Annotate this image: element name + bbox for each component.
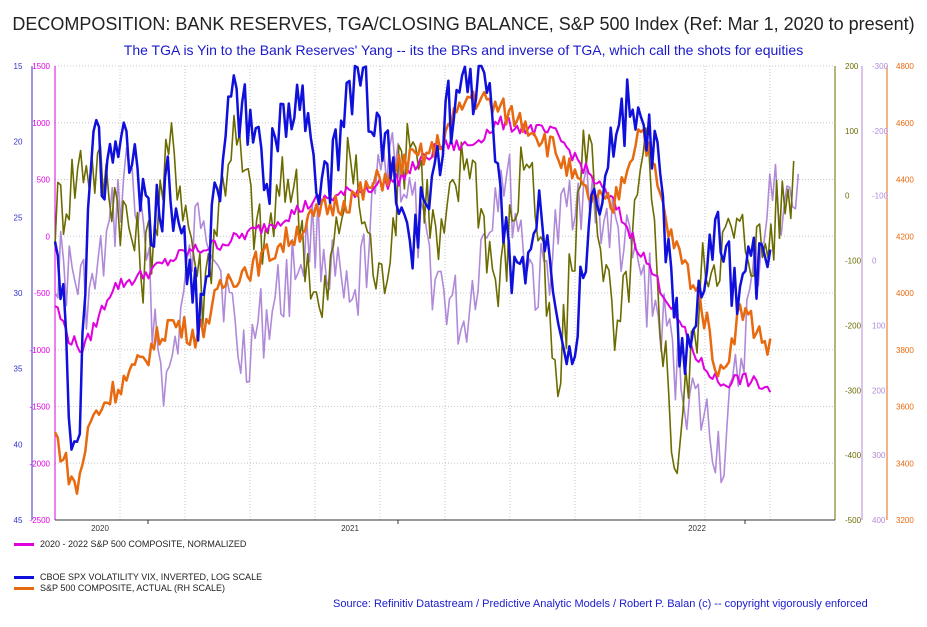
series-lines [53, 64, 800, 495]
y-tick-label: 40 [14, 440, 23, 449]
y-tick-label: -100 [872, 192, 889, 201]
y-tick-label: -1500 [30, 403, 51, 412]
y-tick-label: 100 [845, 127, 859, 136]
y-tick-label: -2500 [30, 516, 51, 525]
y-tick-label: -300 [845, 386, 862, 395]
x-tick-label: 2021 [341, 524, 359, 533]
y-tick-label: -2000 [30, 459, 51, 468]
chart-subtitle: The TGA is Yin to the Bank Reserves' Yan… [123, 42, 804, 58]
y-tick-label: 4800 [896, 62, 914, 71]
y-tick-label: 1500 [32, 62, 50, 71]
y-tick-label: 4400 [896, 176, 914, 185]
y-tick-label: 15 [14, 62, 23, 71]
y-tick-label: 0 [872, 257, 877, 266]
legend-label: S&P 500 COMPOSITE, ACTUAL (RH SCALE) [40, 583, 226, 593]
chart-title: DECOMPOSITION: BANK RESERVES, TGA/CLOSIN… [12, 14, 915, 34]
legend-item-spx-normalized: 2020 - 2022 S&P 500 COMPOSITE, NORMALIZE… [14, 539, 246, 549]
y-tick-label: 4000 [896, 289, 914, 298]
y-tick-label: -200 [845, 321, 862, 330]
y-tick-label: -500 [845, 516, 862, 525]
y-tick-label: -500 [34, 289, 51, 298]
legend-item-vix: CBOE SPX VOLATILITY VIX, INVERTED, LOG S… [14, 572, 262, 582]
y-tick-label: 200 [872, 386, 886, 395]
source-note: Source: Refinitiv Datastream / Predictiv… [333, 598, 868, 610]
y-tick-label: 25 [14, 213, 23, 222]
legend-swatch [14, 542, 34, 546]
legend-label: CBOE SPX VOLATILITY VIX, INVERTED, LOG S… [40, 572, 263, 582]
series-line [54, 114, 795, 475]
y-tick-label: -400 [845, 451, 862, 460]
y-tick-label: 3600 [896, 403, 914, 412]
x-tick-label: 2022 [688, 524, 706, 533]
y-tick-label: 0 [46, 232, 51, 241]
y-tick-label: 4600 [896, 119, 914, 128]
legend-label: 2020 - 2022 S&P 500 COMPOSITE, NORMALIZE… [40, 539, 247, 549]
x-tick-label: 2020 [91, 524, 109, 533]
legend-item-spx-actual: S&P 500 COMPOSITE, ACTUAL (RH SCALE) [14, 583, 225, 593]
series-line [54, 115, 772, 393]
y-tick-label: -100 [845, 257, 862, 266]
y-tick-label: 400 [872, 516, 886, 525]
y-tick-label: 1000 [32, 119, 50, 128]
y-tick-label: -200 [872, 127, 889, 136]
y-tick-label: 3800 [896, 346, 914, 355]
y-tick-label: 300 [872, 451, 886, 460]
y-tick-label: 500 [37, 176, 51, 185]
y-tick-label: 30 [14, 289, 23, 298]
series-line [53, 64, 772, 451]
y-tick-label: 0 [845, 192, 850, 201]
y-tick-label: 3200 [896, 516, 914, 525]
axis-ticks: 15202530354045150010005000-500-1000-1500… [14, 62, 915, 533]
y-tick-label: -300 [872, 62, 889, 71]
y-tick-label: 100 [872, 321, 886, 330]
y-tick-label: 200 [845, 62, 859, 71]
y-tick-label: 3400 [896, 459, 914, 468]
legend-swatch [14, 586, 34, 590]
y-tick-label: 20 [14, 138, 23, 147]
y-tick-label: 4200 [896, 232, 914, 241]
legend-swatch [14, 575, 34, 579]
series-line [54, 132, 800, 484]
y-tick-label: 45 [14, 516, 23, 525]
y-tick-label: -1000 [30, 346, 51, 355]
y-tick-label: 35 [14, 365, 23, 374]
